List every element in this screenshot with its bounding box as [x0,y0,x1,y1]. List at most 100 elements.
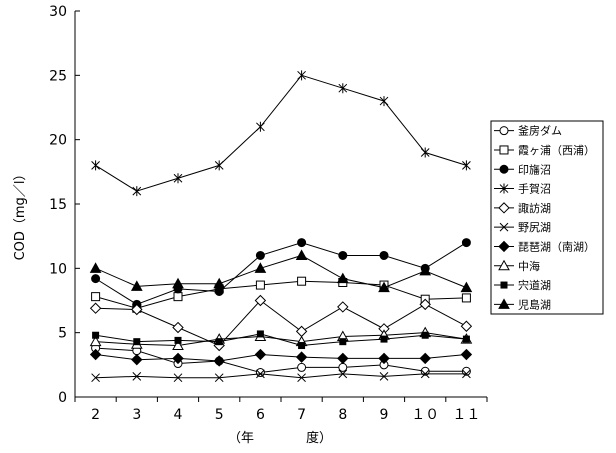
legend-label: 中海 [518,259,540,273]
x-tick-label: 6 [256,407,265,423]
legend-label: 手賀沼 [518,182,551,196]
axes-layer: 0 5 10 15 20 25 30 2 3 4 5 6 7 8 9 １０ １１ COD（mg／l） （年 度） [13,4,488,446]
data-point [91,373,100,383]
y-tick-label: 25 [49,68,67,84]
legend-marker [499,145,509,155]
series-7 [89,348,473,367]
data-point [421,331,429,339]
data-point [255,280,265,290]
data-point [297,238,307,248]
data-point [338,250,348,260]
series-line [95,373,467,379]
series-9 [92,330,470,350]
series-layer [89,70,473,383]
data-point [172,339,184,351]
series-line [95,254,467,289]
data-point [420,366,430,376]
legend-marker [498,298,510,309]
y-tick-label: 30 [49,4,67,20]
data-point [172,277,184,289]
data-point [297,70,306,81]
series-line [95,299,467,347]
series-6 [91,369,471,383]
legend-label: 諏訪湖 [518,201,551,215]
y-tick-label: 15 [49,197,67,213]
data-point [378,352,390,365]
legend-label: 霞ヶ浦（西浦） [518,144,595,157]
x-tick-label: 5 [215,407,224,423]
data-point [295,249,308,260]
x-tick-label: 3 [132,407,141,423]
data-point [173,292,183,302]
data-point [337,352,349,365]
data-point [92,331,100,339]
data-point [214,160,224,171]
legend-marker [498,202,510,214]
legend-marker [498,259,510,271]
y-tick-label: 20 [49,133,67,149]
data-point [461,238,471,248]
legend-label: 児島湖 [518,297,551,311]
data-point [420,369,430,379]
data-point [132,186,142,197]
legend-marker [498,240,510,253]
series-line [95,333,467,347]
data-point [298,342,306,350]
data-point [130,280,143,291]
legend-entry: 宍道湖 [494,278,551,292]
data-point [460,320,473,332]
data-point [295,325,308,338]
y-tick-label: 5 [58,326,67,342]
legend-label: 釜房ダム [518,124,562,138]
data-point [131,303,143,316]
data-point [297,276,307,286]
data-point [91,292,101,302]
data-point [89,262,102,273]
data-point [213,355,225,367]
legend-entry: 児島湖 [494,297,551,311]
data-point [380,335,388,343]
legend-entry: 野尻湖 [494,221,551,234]
legend-entry: 印旛沼 [494,162,551,176]
series-3 [91,238,471,309]
legend-marker [499,164,509,174]
x-tick-label: 7 [297,407,306,423]
series-line [95,332,467,347]
data-point [460,348,473,361]
legend-entry: 中海 [494,259,540,273]
x-tick-label: 8 [338,407,347,423]
legend-entry: 諏訪湖 [494,201,551,215]
legend-box [490,120,604,315]
data-point [378,281,390,293]
data-point [297,362,307,372]
data-point [172,352,184,365]
data-point [89,335,102,347]
legend-label: 野尻湖 [518,221,551,234]
legend-marker [500,281,508,289]
series-line [95,347,467,374]
data-point [213,277,226,289]
data-point [462,369,471,379]
data-point [419,298,431,311]
data-point [256,330,264,338]
data-point [462,335,470,343]
series-8 [89,326,473,351]
series-2 [91,276,471,313]
data-point [462,160,471,171]
series-line [95,74,467,192]
x-tick-label: 4 [174,407,183,423]
data-point [214,286,224,296]
data-point [254,294,267,307]
x-axis-label: （年 度） [228,430,332,446]
series-line [95,280,467,309]
series-line [95,242,467,305]
data-point [379,250,389,260]
data-point [379,96,389,107]
data-point [461,366,471,376]
data-point [339,338,347,346]
data-point [256,369,265,379]
legend-marker [499,222,509,232]
data-point [337,301,349,313]
